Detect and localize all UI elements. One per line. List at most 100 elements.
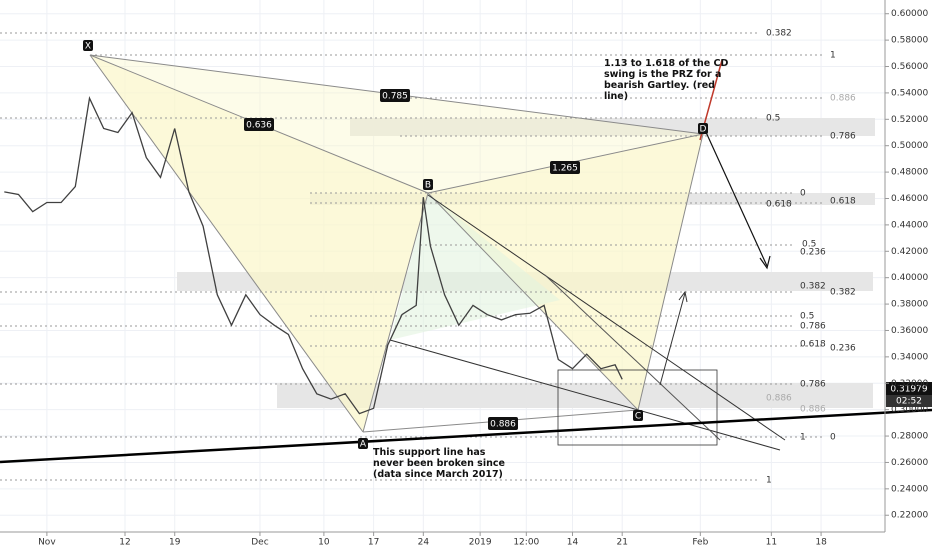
fib-label: 0.618 xyxy=(830,197,856,207)
fib-label: 0.786 xyxy=(800,322,826,332)
x-tick-label: 21 xyxy=(616,538,627,548)
fib-label: 0 xyxy=(800,189,806,199)
price-tag-box xyxy=(886,382,932,395)
annotation-text: 1.13 to 1.618 of the CD swing is the PRZ… xyxy=(604,58,729,102)
fib-label: 0.5 xyxy=(802,240,816,250)
countdown-box xyxy=(886,395,932,407)
price-line xyxy=(4,96,623,415)
y-tick-label: 0.56000 xyxy=(891,62,928,72)
fib-label: 0.618 xyxy=(800,340,826,350)
y-tick-label: 0.28000 xyxy=(891,432,928,442)
ratio-box xyxy=(380,89,410,102)
x-tick-label: Feb xyxy=(692,538,708,548)
fib-label: 0.382 xyxy=(830,288,856,298)
ratio-box xyxy=(244,118,274,131)
fib-label: 0.618 xyxy=(766,200,792,210)
x-tick-label: 12:00 xyxy=(513,538,539,548)
ratio-box xyxy=(550,161,580,174)
x-tick-label: Nov xyxy=(38,538,56,548)
fib-label: 0.5 xyxy=(800,312,814,322)
point-label: C xyxy=(635,412,641,422)
support-line xyxy=(0,408,932,464)
y-tick-label: 0.54000 xyxy=(891,88,928,98)
arrow-head xyxy=(759,255,771,270)
x-tick-label: 2019 xyxy=(469,538,492,548)
fib-label: 1 xyxy=(800,433,806,443)
x-tick-label: 10 xyxy=(318,538,330,548)
countdown-label: 02:52 xyxy=(896,397,922,407)
ratio-label: 0.785 xyxy=(382,92,408,102)
price-tag-label: 0.31979 xyxy=(890,385,927,395)
y-tick-label: 0.36000 xyxy=(891,326,928,336)
fib-label: 1 xyxy=(830,51,836,61)
annotation-text: This support line has never been broken … xyxy=(373,447,505,480)
arrow xyxy=(704,129,768,267)
x-tick-label: 24 xyxy=(418,538,430,548)
fib-label: 0.886 xyxy=(766,394,792,404)
fib-label: 0.786 xyxy=(800,380,826,390)
point-box xyxy=(358,438,368,449)
xbd-triangle xyxy=(90,55,703,193)
price xyxy=(4,96,623,415)
xab-triangle xyxy=(90,55,428,432)
trend-line xyxy=(427,194,786,441)
annotation: 1.13 to 1.618 of the CD swing is the PRZ… xyxy=(604,58,729,102)
point-box xyxy=(83,40,93,51)
drawings xyxy=(0,32,932,481)
x-tick-label: 19 xyxy=(169,538,181,548)
y-tick-label: 0.26000 xyxy=(891,458,928,468)
abc-triangle xyxy=(390,193,560,340)
annotation: This support line has never been broken … xyxy=(373,447,505,480)
x-tick-label: 14 xyxy=(567,538,579,548)
ratio-label: 0.636 xyxy=(246,121,272,131)
point-label: A xyxy=(360,440,367,450)
y-tick-label: 0.44000 xyxy=(891,220,928,230)
ratio-label: 0.886 xyxy=(490,420,516,430)
y-tick-label: 0.24000 xyxy=(891,484,928,494)
y-tick-label: 0.38000 xyxy=(891,300,928,310)
fib-label: 0.886 xyxy=(800,405,826,415)
point-label: D xyxy=(700,125,707,135)
fib-label: 0.886 xyxy=(830,94,856,104)
fib-label: 0.236 xyxy=(830,344,856,354)
y-tick-label: 0.22000 xyxy=(891,511,928,521)
pattern-line xyxy=(427,192,639,411)
fib-labels: 0.382 1 0.886 0.5 0.786 0 0.618 0.618 0.… xyxy=(766,29,856,486)
ratio-box xyxy=(488,417,518,430)
fib-label: 0.382 xyxy=(766,29,792,39)
point-box xyxy=(423,179,433,190)
pattern-points: X A B C D xyxy=(83,40,708,450)
ratio-labels: 0.636 0.785 1.265 0.886 xyxy=(244,89,580,430)
pattern-line xyxy=(637,133,704,411)
zone xyxy=(350,118,875,136)
box xyxy=(557,369,718,446)
y-tick-label: 0.60000 xyxy=(891,9,928,19)
y-tick-label: 0.58000 xyxy=(891,36,928,46)
pattern-line xyxy=(89,54,364,433)
fib-label: 0.5 xyxy=(766,114,780,124)
y-tick-label: 0.52000 xyxy=(891,115,928,125)
y-tick-label: 0.46000 xyxy=(891,194,928,204)
x-tick-label: 17 xyxy=(368,538,379,548)
point-box xyxy=(633,410,643,421)
y-tick-label: 0.42000 xyxy=(891,247,928,257)
point-box xyxy=(698,123,708,134)
price-tag: 0.31979 02:52 xyxy=(886,382,932,407)
y-tick-label: 0.50000 xyxy=(891,141,928,151)
fib-label: 0.236 xyxy=(800,248,826,258)
fib-label: 0.786 xyxy=(830,132,856,142)
x-tick-label: 18 xyxy=(815,538,827,548)
fib-label: 1 xyxy=(766,476,772,486)
y-tick-label: 0.30000 xyxy=(891,405,928,415)
arrow xyxy=(659,292,686,386)
fib-label: 0 xyxy=(830,433,836,443)
y-tick-label: 0.40000 xyxy=(891,273,928,283)
fib-label: 0.382 xyxy=(800,282,826,292)
x-tick-label: 12 xyxy=(119,538,130,548)
point-label: X xyxy=(85,42,91,52)
point-label: B xyxy=(425,181,431,191)
pattern-line xyxy=(362,192,429,433)
ratio-label: 1.265 xyxy=(552,164,578,174)
arrow-head xyxy=(678,290,688,303)
